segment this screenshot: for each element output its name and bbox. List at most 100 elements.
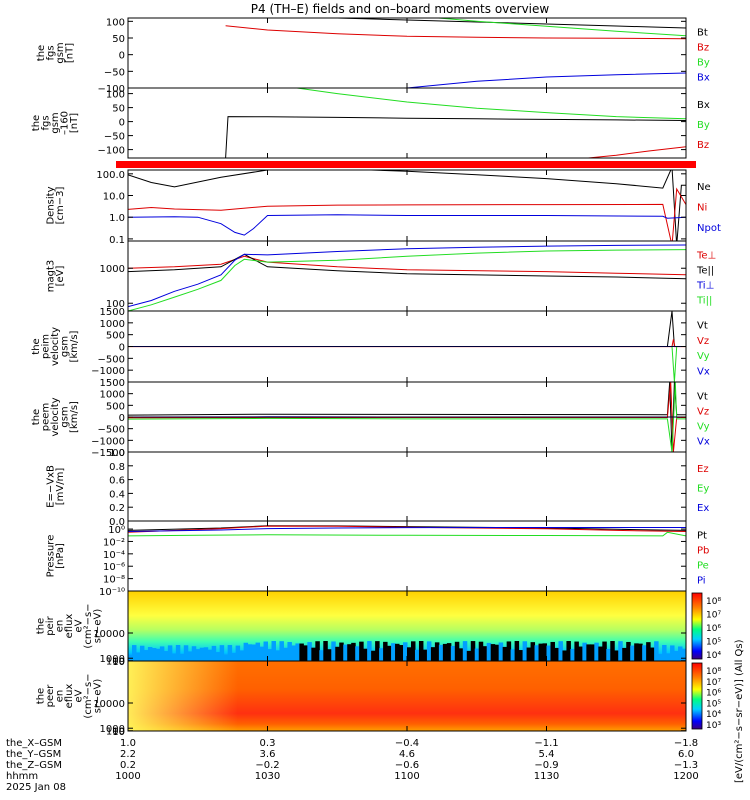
x-axis-value: −0.4	[395, 738, 419, 749]
x-axis-value: 1200	[673, 771, 698, 782]
spectrogram-cell	[430, 647, 436, 661]
spectrogram-cell	[590, 644, 595, 661]
panel-traces	[225, 18, 686, 88]
y-axis-label-line: en	[55, 620, 66, 633]
y-axis-label-line: peir	[45, 615, 56, 635]
colorbar	[691, 662, 703, 730]
x-axis-value: 1100	[394, 771, 419, 782]
x-axis-value: −1.8	[674, 738, 698, 749]
spectrogram-cell	[199, 647, 205, 661]
status-bar	[116, 161, 696, 168]
spectrogram-cell	[570, 648, 575, 661]
spectrogram-cell	[550, 641, 555, 661]
legend-entry: Vx	[697, 437, 710, 448]
legend-entry: Bt	[697, 28, 708, 39]
y-axis-label-line: –160	[60, 111, 71, 135]
spectrogram-cell	[359, 641, 364, 661]
series-line-pi	[128, 527, 686, 532]
spectrogram-cell	[610, 641, 615, 661]
series-line-te	[128, 255, 686, 276]
y-tick-label: 10⁻⁸	[103, 575, 125, 586]
spectrogram-cell	[426, 641, 432, 661]
spectrogram-cell	[299, 643, 304, 661]
spectrogram-cell	[538, 643, 544, 661]
legend-entry: Pe	[697, 561, 709, 572]
spectrogram-cell	[518, 650, 524, 661]
colorbar-tick-label: 10³	[706, 721, 721, 731]
spectrogram-cell	[534, 645, 540, 661]
y-axis-label-line: the	[36, 45, 47, 61]
legend-entry: Vz	[697, 336, 709, 347]
panel-frame	[127, 87, 687, 159]
y-tick-label: 1000	[100, 654, 125, 665]
spectrogram-cell	[678, 646, 683, 661]
y-tick-label: 100	[106, 17, 125, 28]
series-line-bz	[225, 25, 686, 40]
y-tick-label: −50	[104, 67, 125, 78]
spectrogram-cell	[175, 645, 181, 661]
spectrogram-cell	[574, 641, 579, 661]
y-tick-label: 10000	[93, 699, 125, 710]
series-line-ti	[128, 244, 686, 308]
colorbar-tick-label: 10⁵	[706, 699, 721, 709]
y-axis-label-line: the	[31, 115, 42, 131]
spectrogram-cell	[622, 647, 627, 661]
xaxis-date: 2025 Jan 08	[6, 782, 66, 793]
spectrogram-cell	[375, 641, 380, 661]
spectrogram-cell	[458, 648, 464, 661]
x-axis-value: 0.2	[120, 760, 136, 771]
spectrogram-cell	[438, 644, 444, 661]
y-axis-label-line: [nT]	[64, 43, 75, 63]
spectrogram-cell	[510, 649, 516, 661]
y-axis-label-line: [mV/m]	[55, 468, 66, 506]
spectrogram-cell	[446, 643, 452, 661]
panel-frame	[127, 520, 687, 592]
y-tick-label: 0.8	[109, 462, 125, 473]
y-tick-label: 10⁻¹⁰	[99, 587, 125, 598]
series-line-by	[432, 18, 686, 37]
legend-entry: Bx	[697, 73, 710, 84]
spectrogram-cell	[131, 645, 137, 661]
series-line-vz	[128, 339, 686, 348]
legend-entry: Vz	[697, 407, 709, 418]
spectrogram-cell	[674, 650, 679, 661]
spectrogram-cell	[514, 641, 520, 661]
spectrogram-cell	[183, 645, 189, 661]
legend-entry: Bx	[697, 100, 710, 111]
spectrogram-cell	[219, 645, 225, 661]
legend-entry: Vy	[697, 351, 710, 362]
panel-traces	[128, 525, 686, 537]
spectrogram-cell	[582, 642, 587, 661]
spectrogram-cell	[187, 651, 193, 661]
spectrogram-cell	[163, 651, 169, 661]
spectrogram-cell	[410, 641, 416, 661]
y-tick-label: −1500	[91, 448, 125, 459]
y-tick-label: 10	[112, 727, 125, 738]
y-axis-label-line: velocity	[50, 397, 61, 436]
colorbar-tick-label: 10⁷	[706, 678, 721, 688]
spectrogram-cell	[243, 642, 249, 661]
legend-entry: Vx	[697, 366, 710, 377]
y-tick-label: 0	[119, 118, 125, 129]
series-line-vz	[128, 382, 686, 452]
spectrogram-cell	[339, 642, 344, 661]
spectrogram-cell	[578, 646, 583, 661]
spectrogram-cell	[546, 645, 551, 661]
spectrogram-cell	[347, 644, 352, 661]
x-axis-value: 6.0	[678, 749, 694, 760]
spectrogram-cell	[399, 645, 404, 661]
spectrogram-cell	[147, 647, 153, 661]
spectrogram-cell	[363, 648, 368, 661]
y-tick-label: 1000	[100, 390, 125, 401]
y-tick-label: 500	[106, 331, 125, 342]
spectrogram-cell	[490, 644, 496, 661]
panel-11: 10⁸10⁷10⁶10⁵10⁴10³10000100010010thepeere…	[36, 660, 721, 738]
x-axis-value: 1000	[115, 771, 140, 782]
y-axis-label-line: eflux	[64, 614, 75, 639]
spectrogram-cell	[275, 650, 280, 661]
x-axis-value: 2.2	[120, 749, 136, 760]
spectrogram-cell	[654, 641, 659, 661]
x-axis-annotation: the_X–GSM the_Y–GSM the_Z–GSM hhmm 2025 …	[6, 738, 699, 793]
legend-entry: Npot	[697, 223, 721, 234]
